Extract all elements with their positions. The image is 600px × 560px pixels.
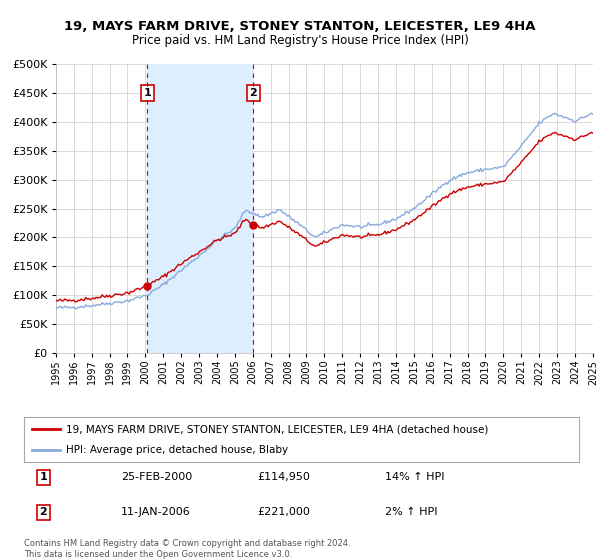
Text: 1: 1: [143, 88, 151, 98]
Text: 2% ↑ HPI: 2% ↑ HPI: [385, 507, 437, 517]
Text: HPI: Average price, detached house, Blaby: HPI: Average price, detached house, Blab…: [65, 445, 288, 455]
Text: 25-FEB-2000: 25-FEB-2000: [121, 473, 193, 482]
Text: 11-JAN-2006: 11-JAN-2006: [121, 507, 191, 517]
Text: 2: 2: [40, 507, 47, 517]
Text: 2: 2: [250, 88, 257, 98]
Text: Price paid vs. HM Land Registry's House Price Index (HPI): Price paid vs. HM Land Registry's House …: [131, 34, 469, 46]
Text: 19, MAYS FARM DRIVE, STONEY STANTON, LEICESTER, LE9 4HA (detached house): 19, MAYS FARM DRIVE, STONEY STANTON, LEI…: [65, 424, 488, 435]
Bar: [148, 64, 253, 353]
Text: £114,950: £114,950: [257, 473, 310, 482]
Text: 1: 1: [40, 473, 47, 482]
Text: Contains HM Land Registry data © Crown copyright and database right 2024.
This d: Contains HM Land Registry data © Crown c…: [24, 539, 350, 559]
Text: 14% ↑ HPI: 14% ↑ HPI: [385, 473, 444, 482]
Text: 19, MAYS FARM DRIVE, STONEY STANTON, LEICESTER, LE9 4HA: 19, MAYS FARM DRIVE, STONEY STANTON, LEI…: [64, 20, 536, 32]
Text: £221,000: £221,000: [257, 507, 310, 517]
